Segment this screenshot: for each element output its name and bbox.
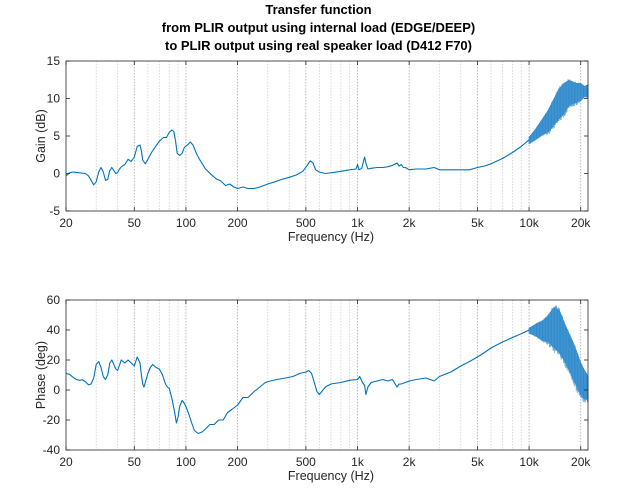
x-tick-label: 20k (571, 455, 591, 469)
y-tick-label: 60 (47, 293, 61, 307)
phase-plot: 20 50 100 200 500 1k 2k 5k 10k 20k -40 -20 0 20 40 60 Fr… (34, 293, 591, 483)
x-tick-label: 5k (471, 455, 485, 469)
chart-title-line-2: from PLIR output using internal load (ED… (161, 20, 476, 35)
x-tick-label: 1k (351, 216, 365, 230)
x-tick-label: 100 (176, 455, 196, 469)
x-tick-label: 200 (228, 455, 248, 469)
series-noise-spikes (528, 305, 589, 403)
x-axis-label: Frequency (Hz) (288, 469, 374, 483)
y-tick-label: 0 (53, 167, 60, 181)
x-grid (95, 300, 582, 450)
x-tick-label: 20 (59, 216, 73, 230)
x-tick-label: 50 (128, 216, 142, 230)
x-tick-label: 500 (296, 216, 316, 230)
y-tick-label: -40 (43, 443, 61, 457)
y-tick-label: -5 (49, 204, 60, 218)
x-tick-label: 10k (519, 455, 539, 469)
x-tick-label: 20k (571, 216, 591, 230)
axes-box (65, 299, 589, 451)
x-tick-label: 1k (351, 455, 365, 469)
series-line-gain (65, 129, 530, 190)
x-axis-label: Frequency (Hz) (288, 230, 374, 244)
y-axis-label: Phase (deg) (34, 341, 48, 409)
x-tick-label: 5k (471, 216, 485, 230)
y-tick-label: 40 (47, 323, 61, 337)
plot-area (66, 61, 588, 211)
x-tick-label: 200 (228, 216, 248, 230)
y-tick-label: 15 (47, 54, 61, 68)
series-line-phase (65, 329, 530, 435)
y-axis-label: Gain (dB) (34, 109, 48, 163)
x-tick-label: 20 (59, 455, 73, 469)
chart-title-line-3: to PLIR output using real speaker load (… (164, 38, 472, 53)
x-tick-label: 2k (403, 216, 417, 230)
y-tick-label: 0 (53, 383, 60, 397)
x-tick-label: 10k (519, 216, 539, 230)
plot-area (66, 300, 588, 450)
series-noise-spikes (528, 79, 589, 145)
y-tick-label: 5 (53, 129, 60, 143)
x-tick-label: 50 (128, 455, 142, 469)
x-tick-label: 100 (176, 216, 196, 230)
y-tick-label: 10 (47, 92, 61, 106)
gain-plot: 20 50 100 200 500 1k 2k 5k 10k 20k -5 0 5 10 15 Frequen… (34, 54, 591, 244)
chart-title-line-1: Transfer function (265, 2, 372, 17)
x-grid (95, 61, 582, 211)
y-tick-label: 20 (47, 353, 61, 367)
x-tick-label: 2k (403, 455, 417, 469)
x-tick-label: 500 (296, 455, 316, 469)
y-tick-label: -20 (43, 413, 61, 427)
